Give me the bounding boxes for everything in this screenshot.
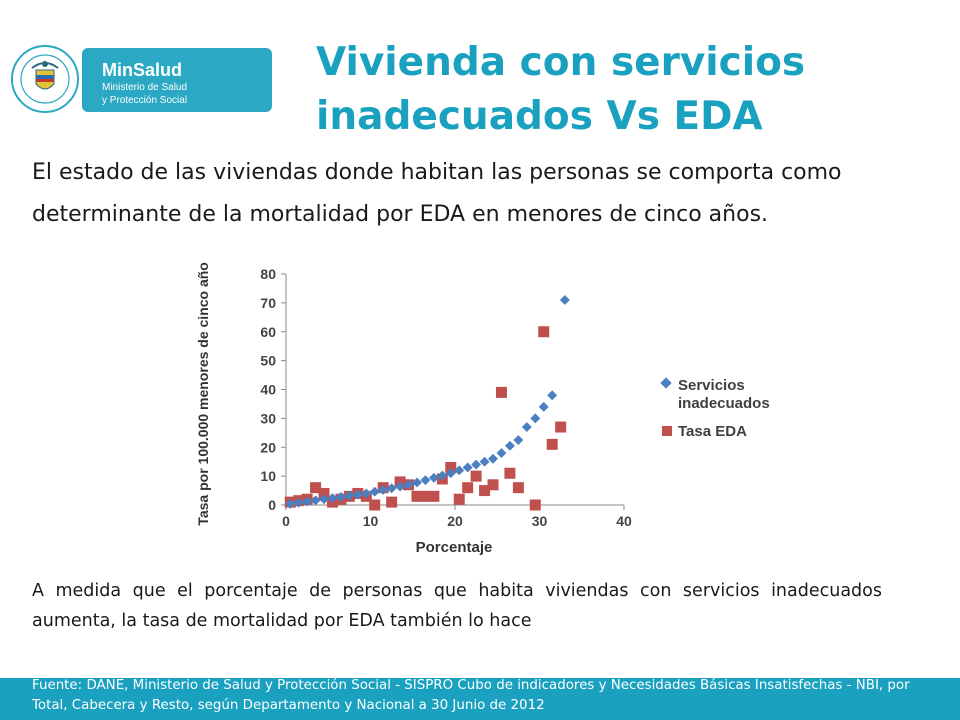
y-tick-label: 30: [260, 410, 276, 426]
legend-item-servicios: Servicios inadecuados: [660, 377, 770, 412]
slide-title-line-2: inadecuados Vs EDA: [316, 94, 763, 139]
data-point-tasa-eda: [411, 490, 423, 502]
data-point-tasa-eda: [445, 461, 457, 473]
legend-marker-diamond: [660, 377, 672, 389]
data-point-servicios: [513, 435, 524, 445]
data-point-servicios: [437, 470, 448, 481]
data-point-tasa-eda: [462, 482, 474, 494]
data-point-tasa-eda: [538, 326, 550, 338]
data-point-servicios: [538, 401, 549, 412]
x-tick-label: 40: [616, 513, 632, 529]
data-point-servicios: [293, 497, 304, 508]
data-point-servicios: [310, 495, 321, 506]
logo-subtitle-2: y Protección Social: [102, 95, 188, 106]
legend-label-servicios: Servicios inadecuados: [678, 377, 770, 412]
y-tick-label: 50: [260, 353, 276, 369]
source-citation: Fuente: DANE, Ministerio de Salud y Prot…: [32, 678, 910, 713]
data-point-tasa-eda: [529, 499, 541, 511]
data-point-tasa-eda: [453, 493, 465, 505]
conclusion-note: A medida que el porcentaje de personas q…: [32, 581, 882, 631]
slide-title-line-1: Vivienda con servicios: [316, 40, 806, 85]
slide-title: Vivienda con servicios inadecuados Vs ED…: [316, 36, 916, 144]
data-point-tasa-eda: [479, 485, 491, 497]
legend-item-tasa-eda: Tasa EDA: [662, 423, 747, 440]
legend-marker-square: [662, 426, 672, 436]
data-point-tasa-eda: [470, 470, 482, 482]
data-point-servicios: [496, 448, 507, 458]
data-point-tasa-eda: [555, 421, 567, 433]
minsalud-logo: MinSalud Ministerio de Salud y Protecció…: [10, 44, 272, 114]
data-point-servicios: [445, 468, 456, 479]
y-tick-label: 0: [268, 497, 276, 513]
data-point-tasa-eda: [495, 386, 507, 398]
legend-label-tasa-eda: Tasa EDA: [678, 423, 747, 440]
data-point-servicios: [420, 475, 431, 486]
data-point-tasa-eda: [546, 438, 558, 450]
logo-name: MinSalud: [102, 60, 182, 80]
x-tick-label: 30: [532, 513, 548, 529]
y-tick-label: 20: [260, 439, 276, 455]
data-point-servicios: [412, 477, 422, 488]
data-point-servicios: [488, 453, 498, 464]
data-point-tasa-eda: [428, 490, 440, 502]
footer-bar: [0, 678, 960, 720]
data-point-servicios: [378, 485, 389, 495]
x-tick-label: 10: [363, 513, 379, 529]
logo-subtitle-1: Ministerio de Salud: [102, 82, 188, 93]
intro-paragraph: El estado de las viviendas donde habitan…: [32, 160, 842, 227]
y-axis-label: Tasa por 100.000 menores de cinco años: [195, 262, 211, 526]
y-tick-label: 70: [260, 295, 276, 311]
data-point-tasa-eda: [310, 482, 322, 494]
data-point-servicios: [471, 459, 482, 470]
data-point-servicios: [530, 413, 541, 424]
logo-banner: MinSalud Ministerio de Salud y Protecció…: [82, 48, 272, 112]
data-point-tasa-eda: [369, 499, 381, 511]
x-tick-label: 20: [447, 513, 463, 529]
data-point-servicios: [352, 489, 363, 500]
data-point-tasa-eda: [386, 496, 398, 508]
colombia-seal-icon: [11, 45, 79, 113]
data-point-servicios: [559, 295, 570, 305]
y-tick-label: 80: [260, 266, 276, 282]
data-point-servicios: [361, 488, 372, 499]
data-point-servicios: [547, 390, 558, 401]
data-point-servicios: [521, 422, 532, 432]
scatter-chart: Tasa por 100.000 menores de cinco años P…: [195, 262, 770, 556]
x-axis-label: Porcentaje: [416, 539, 493, 556]
data-point-servicios: [395, 481, 406, 492]
x-tick-label: 0: [282, 513, 290, 529]
plot-area: 0 10 20 30 40 50 60 70 80 0 10 20 30 40: [260, 266, 632, 529]
y-tick-label: 10: [260, 468, 276, 484]
data-point-tasa-eda: [504, 467, 516, 479]
data-point-servicios: [479, 456, 490, 467]
data-point-servicios: [344, 490, 355, 501]
y-tick-label: 60: [260, 324, 276, 340]
data-point-tasa-eda: [318, 487, 330, 499]
data-point-servicios: [335, 491, 346, 502]
y-tick-label: 40: [260, 382, 276, 398]
data-point-servicios: [428, 472, 439, 483]
data-point-tasa-eda: [419, 490, 431, 502]
data-point-tasa-eda: [487, 479, 499, 491]
chart-legend: Servicios inadecuados Tasa EDA: [660, 377, 770, 440]
data-point-tasa-eda: [512, 482, 524, 494]
data-point-servicios: [504, 440, 515, 451]
